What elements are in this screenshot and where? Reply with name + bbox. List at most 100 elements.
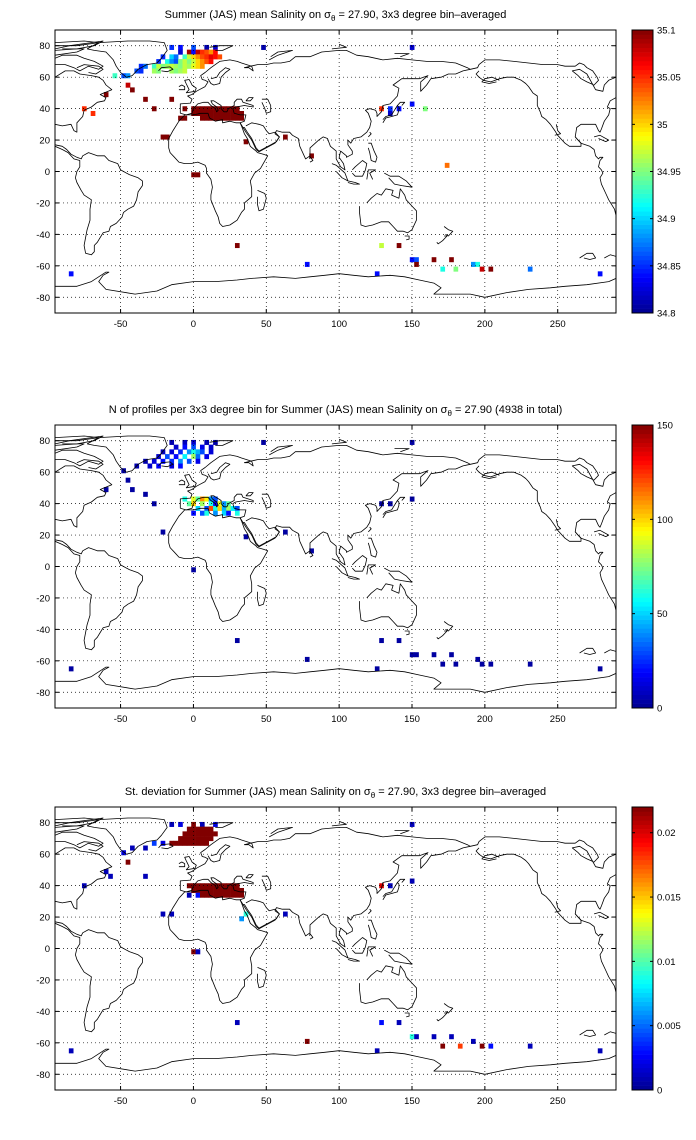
data-cell <box>387 106 393 112</box>
data-cell <box>597 1048 603 1054</box>
data-cell <box>191 821 196 827</box>
colorbar-swatch <box>632 478 653 483</box>
data-cell <box>234 110 240 116</box>
data-cell <box>409 44 415 50</box>
data-cell <box>208 836 214 842</box>
data-cell <box>173 444 179 450</box>
data-cell <box>182 840 188 846</box>
data-cell <box>379 243 384 249</box>
colorbar-swatch <box>632 491 653 497</box>
colorbar-swatch <box>632 206 653 212</box>
colorbar-swatch <box>632 469 653 474</box>
coastline-segment <box>394 448 410 453</box>
colorbar-swatch <box>632 1010 653 1016</box>
coastline-segment <box>359 188 417 234</box>
data-cell <box>169 63 175 69</box>
data-cell <box>186 883 192 889</box>
y-tick-label: -80 <box>36 688 50 699</box>
data-cell <box>208 54 214 60</box>
colorbar-swatch <box>632 557 653 563</box>
colorbar-swatch <box>632 685 653 691</box>
coastline-segment <box>55 70 113 133</box>
data-cell <box>173 68 179 74</box>
colorbar-swatch <box>632 211 653 217</box>
data-cell <box>230 892 236 898</box>
colorbar-frame <box>631 424 654 709</box>
data-cell <box>226 110 231 116</box>
data-cell <box>409 101 415 107</box>
colorbar-swatch <box>632 628 653 634</box>
data-cell <box>81 106 87 112</box>
data-cell <box>208 831 214 837</box>
data-cell <box>234 243 240 249</box>
colorbar-swatch <box>632 952 653 958</box>
colorbar-swatch <box>632 140 653 146</box>
coastline-segment <box>604 254 616 259</box>
data-cell <box>230 505 236 511</box>
data-cell <box>488 1043 494 1049</box>
data-cell <box>204 54 210 60</box>
coastline-segment <box>158 66 174 73</box>
coastline-segment <box>55 443 85 451</box>
colorbar-swatch <box>632 895 653 901</box>
coastline <box>55 435 616 708</box>
coastline-segment <box>366 169 376 180</box>
data-cell <box>414 257 419 263</box>
data-cell <box>221 115 227 121</box>
colorbar-swatch <box>632 1050 653 1055</box>
data-cell <box>597 271 603 277</box>
data-cell <box>239 887 244 893</box>
data-cell <box>221 501 227 507</box>
colorbar-swatch <box>632 429 653 435</box>
data-cell <box>239 892 244 898</box>
colorbar-swatch <box>632 224 653 230</box>
colorbar-swatch <box>632 588 653 594</box>
colorbar-swatch <box>632 273 653 278</box>
data-cell <box>243 534 249 540</box>
colorbar-swatch <box>632 464 653 470</box>
y-tick-label: 80 <box>39 818 50 829</box>
data-cell <box>204 106 210 112</box>
x-tick-label: 150 <box>404 714 420 725</box>
colorbar-swatch <box>632 1036 653 1042</box>
colorbar-swatch <box>632 597 653 603</box>
colorbar-swatch <box>632 957 653 963</box>
coastline-segment <box>331 163 349 182</box>
coastline-segment <box>593 911 610 919</box>
colorbar-swatch <box>632 979 653 985</box>
coastline-segment <box>397 101 406 106</box>
data-cell <box>178 836 183 842</box>
data-cell <box>182 63 188 69</box>
data-cell <box>226 115 231 121</box>
data-cell <box>414 1034 419 1040</box>
colorbar-swatch <box>632 681 653 687</box>
colorbar-swatch <box>632 833 653 839</box>
coastline-segment <box>209 440 234 446</box>
colorbar-swatch <box>632 109 653 115</box>
y-tick-label: -40 <box>36 1007 50 1018</box>
data-cell <box>204 496 210 502</box>
coastline-segment <box>178 479 186 486</box>
data-cell <box>165 63 170 69</box>
coastline-segment <box>352 555 368 572</box>
colorbar-swatch <box>632 699 653 704</box>
colorbar-swatch <box>632 91 653 97</box>
y-tick-label: -60 <box>36 1038 50 1049</box>
data-cell <box>199 49 205 55</box>
coastline-segment <box>331 43 347 50</box>
data-cell <box>199 106 205 112</box>
coastline-segment <box>209 45 234 51</box>
data-cell <box>156 63 161 69</box>
data-cell <box>169 911 175 917</box>
data-cell <box>160 134 166 140</box>
data-cell <box>199 821 205 827</box>
data-cell <box>199 63 205 69</box>
data-cells <box>68 44 603 277</box>
colorbar-swatch <box>632 1072 653 1078</box>
data-cell <box>431 257 437 263</box>
data-cell <box>431 1034 437 1040</box>
coastline-segment <box>352 160 368 177</box>
data-cell <box>182 454 188 460</box>
colorbar-swatch <box>632 517 653 523</box>
chart-title: St. deviation for Summer (JAS) mean Sali… <box>125 786 546 800</box>
